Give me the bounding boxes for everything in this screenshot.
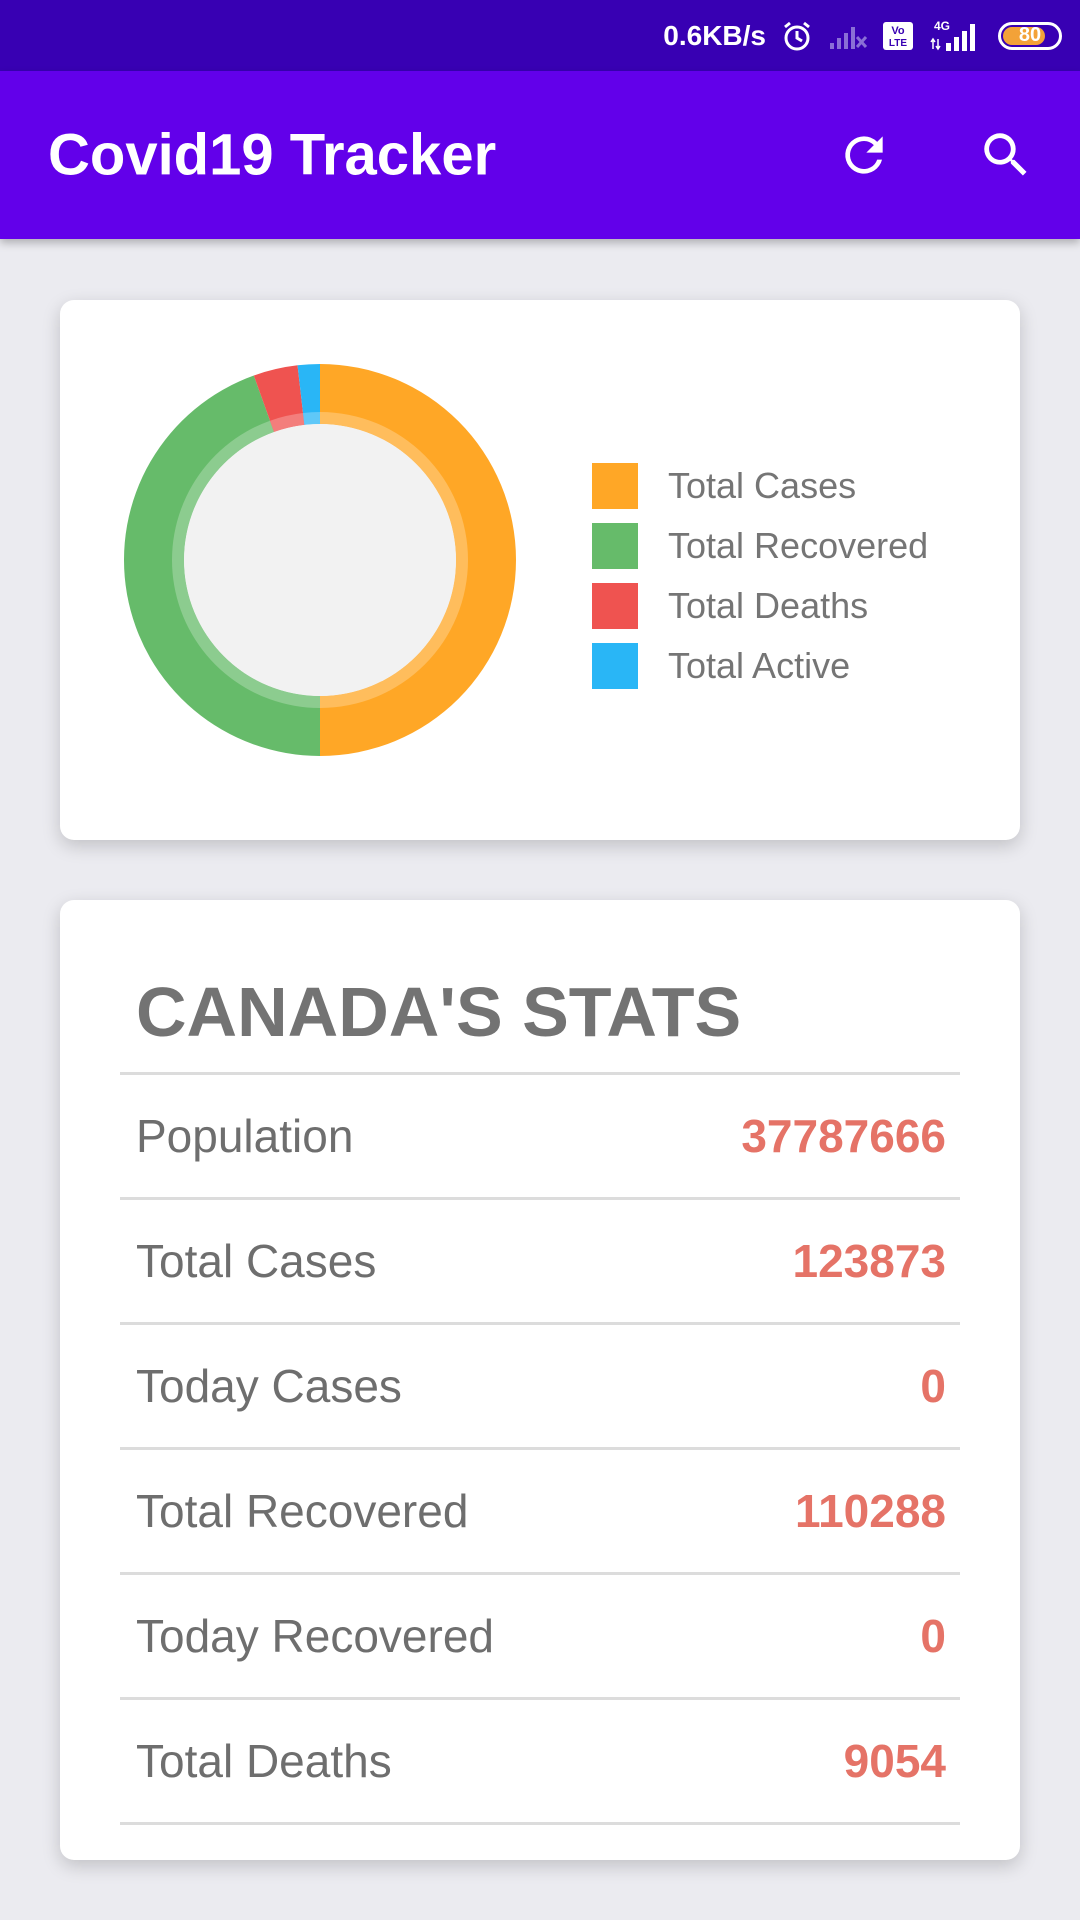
legend-item: Total Recovered <box>592 516 928 576</box>
stat-row: Today Recovered 0 <box>120 1575 960 1700</box>
battery-icon: 80 <box>998 21 1062 50</box>
svg-text:Vo: Vo <box>891 25 905 37</box>
legend-label: Total Cases <box>668 465 857 506</box>
stat-row: Today Cases 0 <box>120 1325 960 1450</box>
stats-card: CANADA'S STATS Population 37787666 Total C… <box>60 900 1020 1860</box>
refresh-button[interactable] <box>824 115 904 195</box>
svg-text:4G: 4G <box>934 19 950 33</box>
stat-label: Today Recovered <box>136 1610 494 1662</box>
legend-label: Total Active <box>668 645 851 686</box>
legend-swatch <box>592 583 638 629</box>
stat-row: Population 37787666 <box>120 1075 960 1200</box>
donut-slice-inner-ring <box>270 412 305 432</box>
battery-level: 80 <box>1018 24 1042 47</box>
app-bar: Covid19 Tracker <box>0 71 1080 239</box>
stats-table: Population 37787666 Total Cases 123873 Today… <box>120 1072 960 1825</box>
donut-slice-total-recovered <box>124 375 320 756</box>
donut-hole <box>184 424 456 696</box>
legend-item: Total Active <box>592 636 928 696</box>
volte-icon: Vo LTE <box>882 21 914 51</box>
donut-slice-total-cases <box>320 364 516 756</box>
legend-swatch <box>592 463 638 509</box>
legend-item: Total Deaths <box>592 576 928 636</box>
app-title: Covid19 Tracker <box>48 122 497 188</box>
status-bar: 0.6KB/s Vo LTE 4G <box>0 0 1080 71</box>
chart-card: Total Cases Total Recovered Total Deaths To… <box>60 300 1020 840</box>
donut-slice-total-active <box>297 364 320 425</box>
donut-chart <box>124 364 516 756</box>
stat-label: Total Cases <box>136 1235 377 1287</box>
signal-off-icon <box>828 21 868 51</box>
stat-value: 123873 <box>792 1235 947 1287</box>
stat-value: 110288 <box>795 1485 946 1537</box>
stat-row: Total Cases 123873 <box>120 1200 960 1325</box>
legend-label: Total Deaths <box>668 585 869 626</box>
refresh-icon <box>845 136 883 174</box>
stat-row: Total Deaths 9054 <box>120 1700 960 1825</box>
legend-swatch <box>592 643 638 689</box>
network-speed: 0.6KB/s <box>663 19 766 51</box>
stat-value: 0 <box>920 1360 946 1412</box>
stat-label: Total Recovered <box>136 1485 469 1537</box>
battery-fill <box>1003 26 1046 45</box>
stat-value: 37787666 <box>741 1110 946 1162</box>
stat-label: Total Deaths <box>136 1735 392 1787</box>
search-button[interactable] <box>966 115 1046 195</box>
alarm-icon <box>780 19 814 53</box>
legend-item: Total Cases <box>592 456 928 516</box>
stats-title: CANADA'S STATS <box>136 973 742 1051</box>
svg-text:LTE: LTE <box>889 38 907 49</box>
stat-value: 0 <box>920 1610 946 1662</box>
legend-label: Total Recovered <box>668 525 929 566</box>
stat-label: Today Cases <box>136 1360 402 1412</box>
legend-swatch <box>592 523 638 569</box>
stat-label: Population <box>136 1110 354 1162</box>
signal-4g-icon: 4G <box>928 19 984 53</box>
stat-value: 9054 <box>843 1735 946 1787</box>
donut-slice-inner-ring <box>303 412 320 425</box>
search-icon <box>984 133 1027 176</box>
stat-row: Total Recovered 110288 <box>120 1450 960 1575</box>
chart-legend: Total Cases Total Recovered Total Deaths To… <box>592 456 928 696</box>
